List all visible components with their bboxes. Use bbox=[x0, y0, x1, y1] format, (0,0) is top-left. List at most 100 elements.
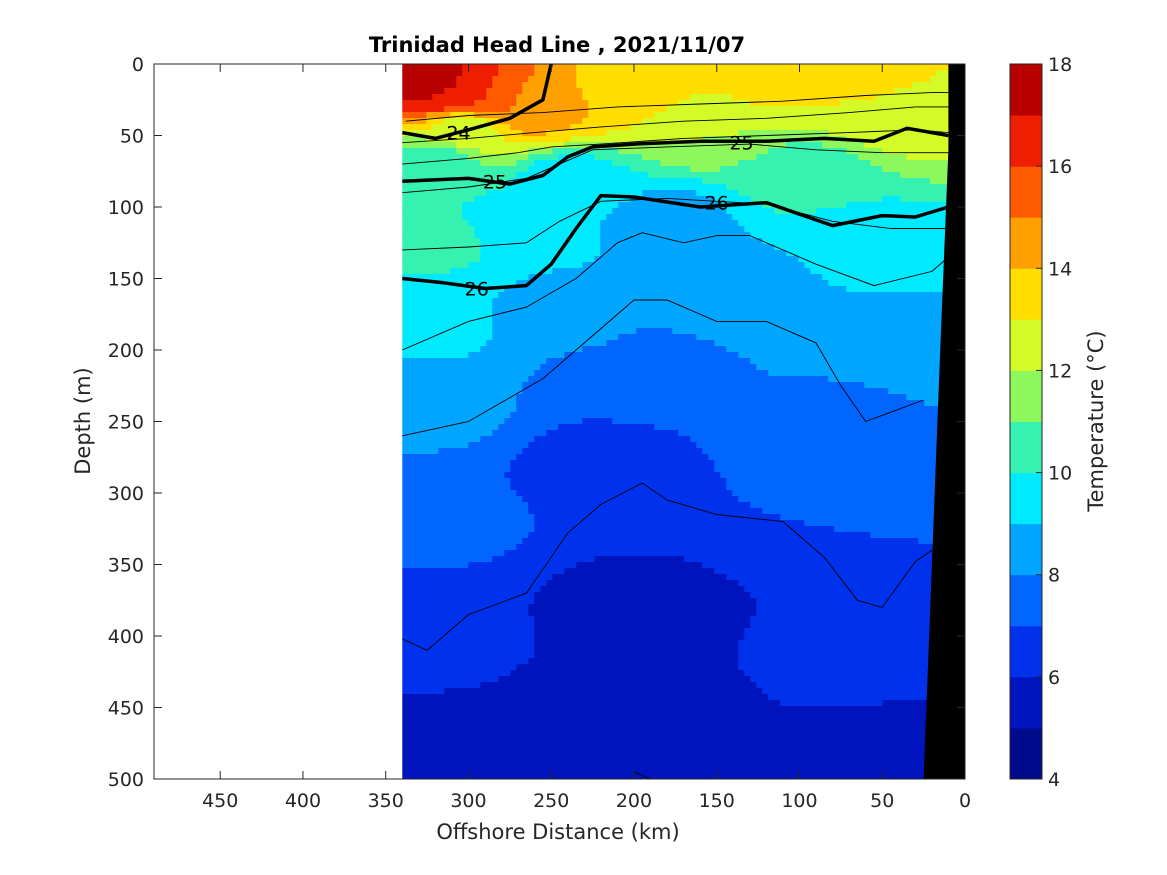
field-cell bbox=[450, 760, 457, 767]
field-cell bbox=[636, 622, 643, 629]
field-cell bbox=[630, 700, 637, 707]
field-cell bbox=[528, 604, 535, 611]
field-cell bbox=[468, 394, 475, 401]
field-cell bbox=[546, 208, 553, 215]
field-cell bbox=[552, 478, 559, 485]
field-cell bbox=[636, 664, 643, 671]
field-cell bbox=[432, 676, 439, 683]
field-cell bbox=[630, 322, 637, 329]
field-cell bbox=[414, 166, 421, 173]
field-cell bbox=[648, 502, 655, 509]
field-cell bbox=[588, 676, 595, 683]
field-cell bbox=[540, 100, 547, 107]
field-cell bbox=[570, 304, 577, 311]
field-cell bbox=[630, 460, 637, 467]
field-cell bbox=[594, 604, 601, 611]
field-cell bbox=[456, 538, 463, 545]
field-cell bbox=[642, 580, 649, 587]
field-cell bbox=[444, 490, 451, 497]
field-cell bbox=[468, 448, 475, 455]
field-cell bbox=[408, 478, 415, 485]
field-cell bbox=[468, 616, 475, 623]
field-cell bbox=[528, 586, 535, 593]
field-cell bbox=[426, 430, 433, 437]
field-cell bbox=[558, 406, 565, 413]
field-cell bbox=[642, 70, 649, 77]
field-cell bbox=[414, 622, 421, 629]
field-cell bbox=[618, 472, 625, 479]
field-cell bbox=[576, 244, 583, 251]
field-cell bbox=[642, 298, 649, 305]
field-cell bbox=[420, 670, 427, 677]
field-cell bbox=[552, 412, 559, 419]
field-cell bbox=[528, 232, 535, 239]
field-cell bbox=[420, 388, 427, 395]
field-cell bbox=[630, 202, 637, 209]
field-cell bbox=[558, 280, 565, 287]
field-cell bbox=[618, 70, 625, 77]
field-cell bbox=[462, 196, 469, 203]
field-cell bbox=[594, 406, 601, 413]
field-cell bbox=[576, 412, 583, 419]
field-cell bbox=[480, 670, 487, 677]
field-cell bbox=[612, 550, 619, 557]
field-cell bbox=[516, 238, 523, 245]
field-cell bbox=[630, 766, 637, 773]
field-cell bbox=[486, 370, 493, 377]
field-cell bbox=[552, 736, 559, 743]
field-cell bbox=[426, 340, 433, 347]
field-cell bbox=[468, 244, 475, 251]
field-cell bbox=[456, 232, 463, 239]
field-cell bbox=[468, 184, 475, 191]
field-cell bbox=[546, 730, 553, 737]
field-cell bbox=[528, 478, 535, 485]
field-cell bbox=[642, 592, 649, 599]
field-cell bbox=[480, 628, 487, 635]
field-cell bbox=[408, 610, 415, 617]
field-cell bbox=[510, 508, 517, 515]
field-cell bbox=[456, 292, 463, 299]
field-cell bbox=[540, 490, 547, 497]
field-cell bbox=[594, 424, 601, 431]
field-cell bbox=[588, 712, 595, 719]
field-cell bbox=[522, 634, 529, 641]
field-cell bbox=[426, 526, 433, 533]
field-cell bbox=[456, 274, 463, 281]
field-cell bbox=[588, 346, 595, 353]
field-cell bbox=[564, 406, 571, 413]
field-cell bbox=[486, 328, 493, 335]
field-cell bbox=[510, 250, 517, 257]
field-cell bbox=[594, 118, 601, 125]
field-cell bbox=[624, 472, 631, 479]
field-cell bbox=[588, 274, 595, 281]
field-cell bbox=[618, 766, 625, 773]
field-cell bbox=[606, 604, 613, 611]
field-cell bbox=[480, 712, 487, 719]
field-cell bbox=[528, 484, 535, 491]
field-cell bbox=[612, 310, 619, 317]
field-cell bbox=[516, 478, 523, 485]
field-cell bbox=[618, 274, 625, 281]
field-cell bbox=[540, 346, 547, 353]
field-cell bbox=[522, 598, 529, 605]
field-cell bbox=[444, 214, 451, 221]
field-cell bbox=[444, 526, 451, 533]
field-cell bbox=[438, 202, 445, 209]
field-cell bbox=[456, 448, 463, 455]
field-cell bbox=[528, 424, 535, 431]
field-cell bbox=[576, 400, 583, 407]
field-cell bbox=[474, 142, 481, 149]
field-cell bbox=[492, 382, 499, 389]
field-cell bbox=[630, 532, 637, 539]
field-cell bbox=[648, 154, 655, 161]
field-cell bbox=[624, 346, 631, 353]
field-cell bbox=[636, 352, 643, 359]
field-cell bbox=[510, 700, 517, 707]
field-cell bbox=[510, 484, 517, 491]
field-cell bbox=[624, 556, 631, 563]
field-cell bbox=[426, 592, 433, 599]
field-cell bbox=[594, 664, 601, 671]
field-cell bbox=[516, 532, 523, 539]
field-cell bbox=[636, 376, 643, 383]
field-cell bbox=[636, 598, 643, 605]
